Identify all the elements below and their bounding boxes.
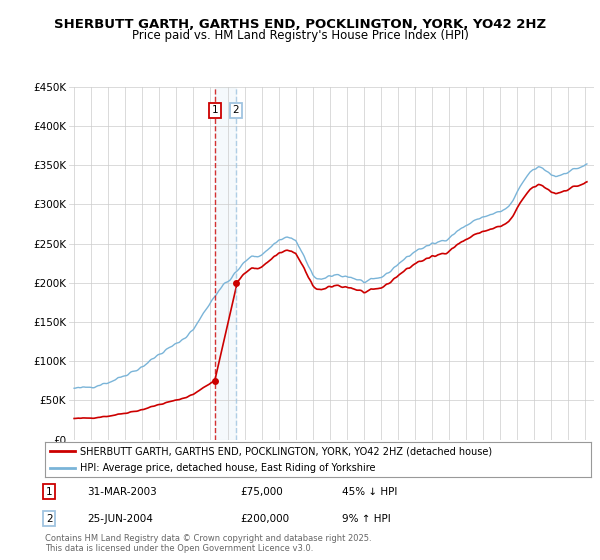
Text: Price paid vs. HM Land Registry's House Price Index (HPI): Price paid vs. HM Land Registry's House … — [131, 29, 469, 42]
Text: £75,000: £75,000 — [240, 487, 283, 497]
Text: Contains HM Land Registry data © Crown copyright and database right 2025.
This d: Contains HM Land Registry data © Crown c… — [45, 534, 371, 553]
Text: SHERBUTT GARTH, GARTHS END, POCKLINGTON, YORK, YO42 2HZ (detached house): SHERBUTT GARTH, GARTHS END, POCKLINGTON,… — [80, 446, 493, 456]
Text: £200,000: £200,000 — [240, 514, 289, 524]
Text: SHERBUTT GARTH, GARTHS END, POCKLINGTON, YORK, YO42 2HZ: SHERBUTT GARTH, GARTHS END, POCKLINGTON,… — [54, 18, 546, 31]
Text: 45% ↓ HPI: 45% ↓ HPI — [342, 487, 397, 497]
Text: 31-MAR-2003: 31-MAR-2003 — [87, 487, 157, 497]
Text: 1: 1 — [211, 105, 218, 115]
Text: 1: 1 — [46, 487, 53, 497]
Text: 2: 2 — [233, 105, 239, 115]
Text: HPI: Average price, detached house, East Riding of Yorkshire: HPI: Average price, detached house, East… — [80, 463, 376, 473]
Text: 2: 2 — [46, 514, 53, 524]
Bar — [215, 87, 236, 440]
Text: 9% ↑ HPI: 9% ↑ HPI — [342, 514, 391, 524]
Text: 25-JUN-2004: 25-JUN-2004 — [87, 514, 153, 524]
